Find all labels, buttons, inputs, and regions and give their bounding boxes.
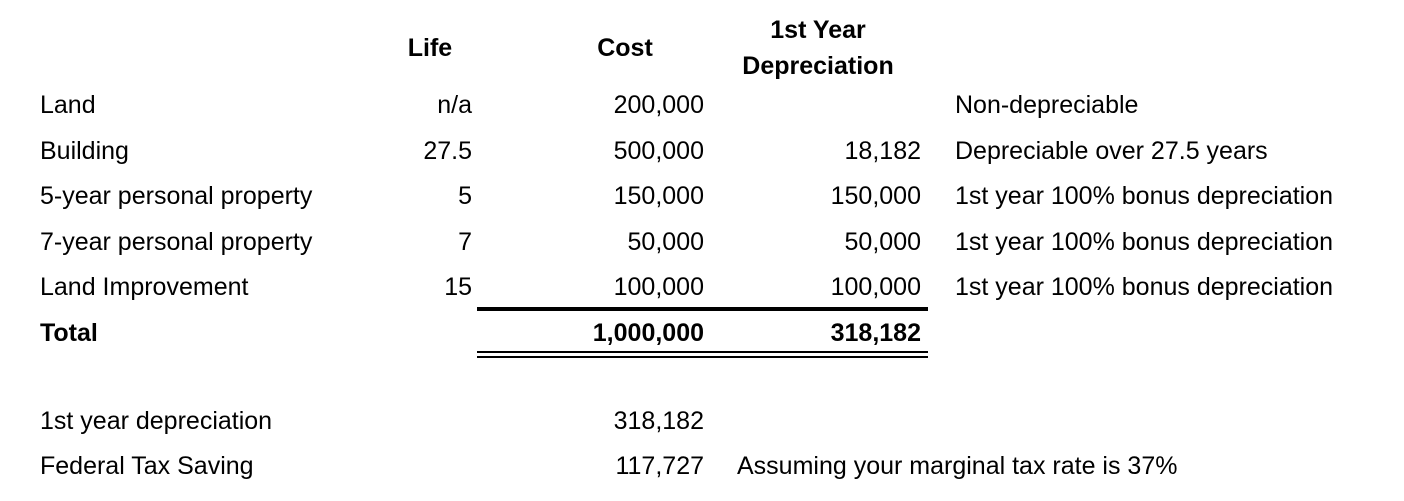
summary-tax-note: Assuming your marginal tax rate is 37% bbox=[737, 452, 1178, 480]
row-cost-land: 200,000 bbox=[613, 91, 704, 119]
row-cost-7yr: 50,000 bbox=[627, 228, 704, 256]
row-note-7yr: 1st year 100% bonus depreciation bbox=[955, 228, 1334, 256]
row-note-5yr: 1st year 100% bonus depreciation bbox=[955, 182, 1334, 210]
row-label-land: Land bbox=[40, 91, 96, 119]
row-depreciation-7yr: 50,000 bbox=[844, 228, 921, 256]
row-life-building: 27.5 bbox=[423, 137, 472, 165]
row-depreciation-5yr: 150,000 bbox=[830, 182, 921, 210]
row-depreciation-building: 18,182 bbox=[844, 137, 921, 165]
summary-depreciation-value: 318,182 bbox=[613, 407, 704, 435]
total-label: Total bbox=[40, 319, 98, 347]
total-cost: 1,000,000 bbox=[592, 319, 704, 347]
row-cost-land-improvement: 100,000 bbox=[613, 273, 704, 301]
header-first-year-line1: 1st Year bbox=[770, 16, 866, 44]
header-life: Life bbox=[407, 34, 453, 62]
total-depreciation: 318,182 bbox=[830, 319, 921, 347]
row-label-land-improvement: Land Improvement bbox=[40, 273, 249, 301]
row-life-land-improvement: 15 bbox=[444, 273, 472, 301]
row-life-5yr: 5 bbox=[458, 182, 472, 210]
row-cost-5yr: 150,000 bbox=[613, 182, 704, 210]
row-depreciation-land-improvement: 100,000 bbox=[830, 273, 921, 301]
row-note-building: Depreciable over 27.5 years bbox=[955, 137, 1268, 165]
row-life-7yr: 7 bbox=[458, 228, 472, 256]
row-label-7yr: 7-year personal property bbox=[40, 228, 313, 256]
row-label-5yr: 5-year personal property bbox=[40, 182, 313, 210]
summary-tax-label: Federal Tax Saving bbox=[40, 452, 254, 480]
header-cost: Cost bbox=[597, 34, 653, 62]
total-double-rule-upper bbox=[477, 351, 928, 353]
row-label-building: Building bbox=[40, 137, 129, 165]
row-note-land: Non-depreciable bbox=[955, 91, 1139, 119]
total-top-rule bbox=[477, 307, 928, 311]
total-double-rule-lower bbox=[477, 356, 928, 358]
row-cost-building: 500,000 bbox=[613, 137, 704, 165]
summary-tax-value: 117,727 bbox=[615, 452, 704, 480]
row-life-land: n/a bbox=[437, 91, 472, 119]
row-note-land-improvement: 1st year 100% bonus depreciation bbox=[955, 273, 1334, 301]
summary-depreciation-label: 1st year depreciation bbox=[40, 407, 273, 435]
header-first-year-line2: Depreciation bbox=[742, 52, 894, 80]
